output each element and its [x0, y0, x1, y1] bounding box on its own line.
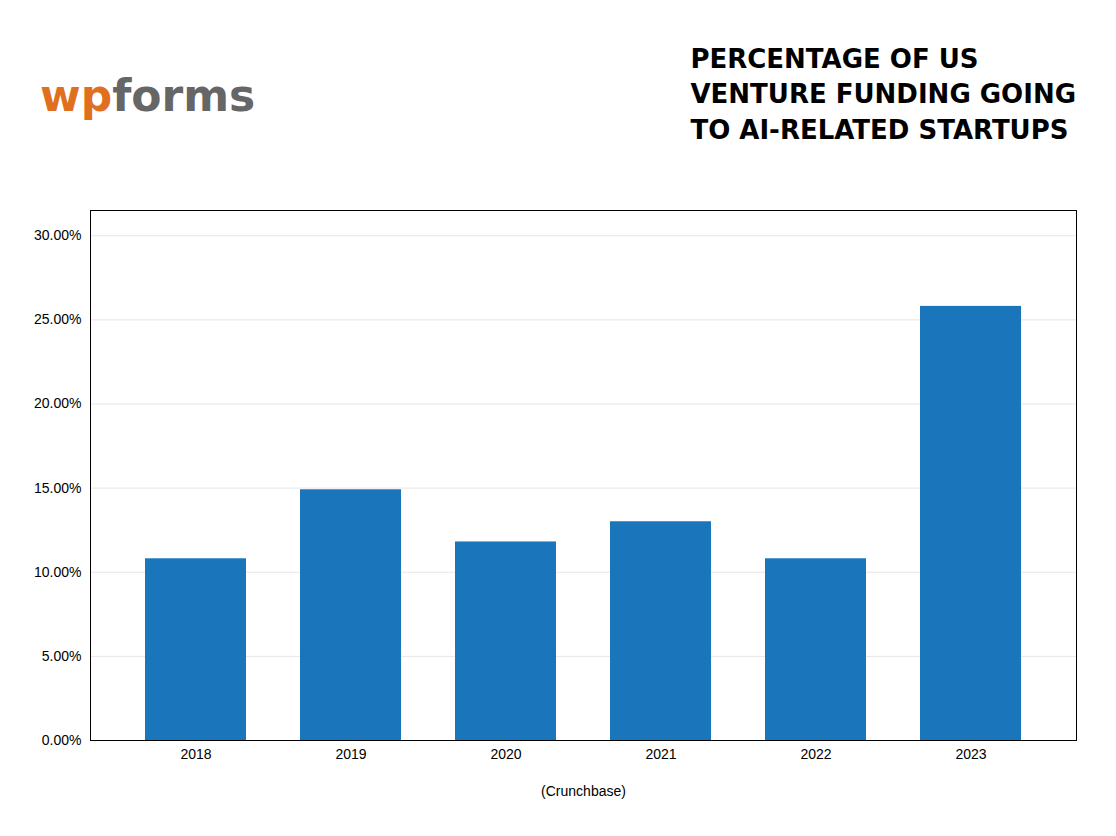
svg-text:2021: 2021 [645, 746, 676, 762]
svg-text:2023: 2023 [955, 746, 986, 762]
svg-text:10.00%: 10.00% [34, 564, 81, 580]
svg-text:15.00%: 15.00% [34, 480, 81, 496]
svg-text:2020: 2020 [490, 746, 521, 762]
svg-text:20.00%: 20.00% [34, 395, 81, 411]
html-text:wp forms: wp forms [40, 69, 256, 121]
html-text:PERCENTAGE OF US VENTURE FUNDI: PERCENTAGE OF US VENTURE FUNDING GOING T… [690, 44, 1076, 145]
svg-text:2022: 2022 [800, 746, 831, 762]
svg-text:30.00%: 30.00% [34, 227, 81, 243]
svg-text:(Crunchbase): (Crunchbase) [541, 783, 626, 799]
svg-text:5.00%: 5.00% [42, 648, 82, 664]
svg-text:2019: 2019 [335, 746, 366, 762]
svg-text:0.00%: 0.00% [42, 732, 82, 748]
svg-text:2018: 2018 [180, 746, 211, 762]
svg-text:25.00%: 25.00% [34, 311, 81, 327]
